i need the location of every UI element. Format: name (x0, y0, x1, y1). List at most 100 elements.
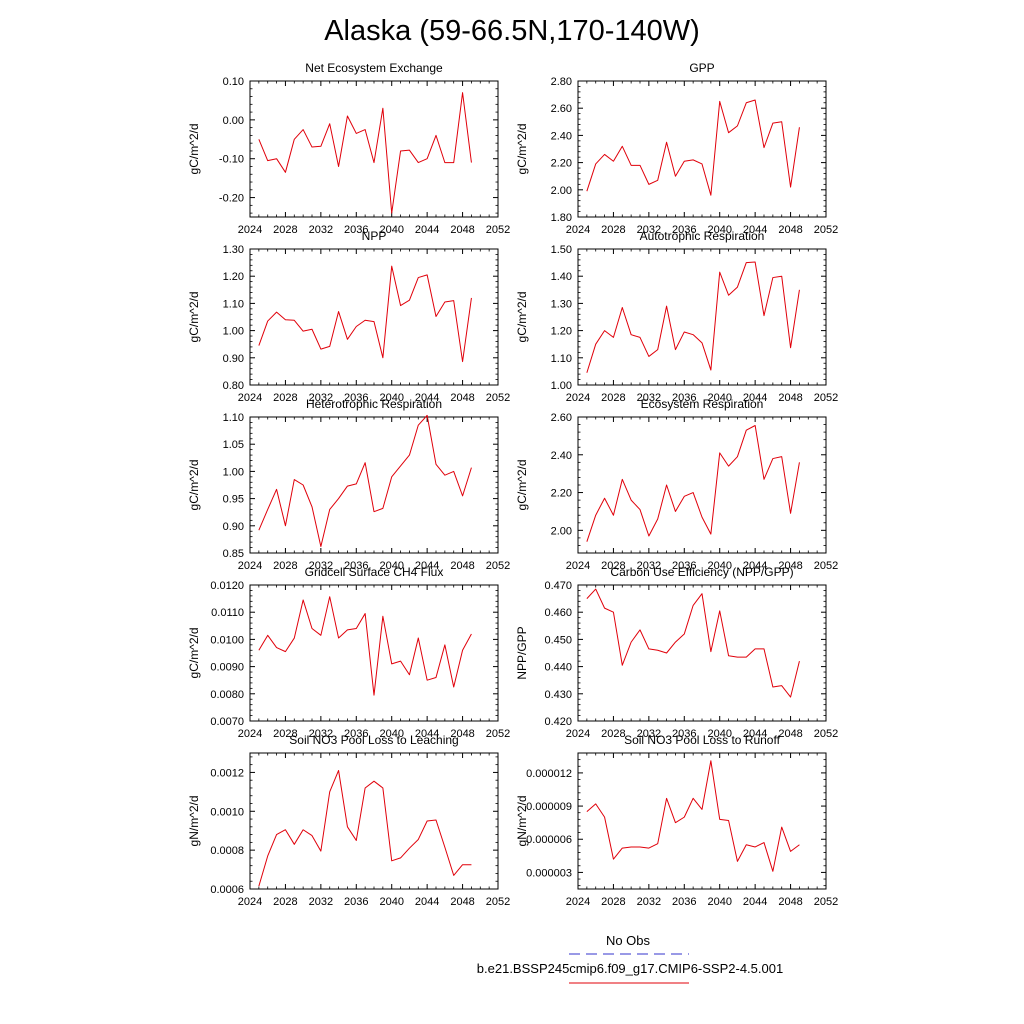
chart-panel-4: Autotrophic Respiration gC/m^2/d 2024 2028 2… (515, 229, 838, 404)
x-tick-label: 2040 (707, 560, 731, 572)
x-tick-label: 2044 (743, 728, 767, 740)
x-tick-label: 2052 (486, 728, 510, 740)
y-tick-label: 2.60 (551, 412, 572, 424)
x-tick-label: 2024 (238, 896, 262, 908)
plot-frame (249, 416, 499, 554)
series-line-1 (586, 99, 800, 196)
x-tick-label: 2040 (379, 896, 403, 908)
panel-grid: Net Ecosystem Exchange gC/m^2/d 2024 2028 20… (187, 61, 838, 908)
x-tick-label: 2040 (707, 224, 731, 236)
x-tick-label: 2032 (309, 896, 333, 908)
x-tick-label: 2036 (672, 392, 696, 404)
chart-panel-5: Heterotrophic Respiration gC/m^2/d 2024 202… (187, 397, 510, 572)
y-tick-label: 0.470 (544, 580, 572, 592)
y-axis-label: gC/m^2/d (187, 292, 201, 343)
y-tick-label: 1.00 (223, 466, 244, 478)
y-tick-label: 0.0100 (210, 634, 244, 646)
x-tick-label: 2032 (309, 224, 333, 236)
x-tick-label: 2048 (778, 896, 802, 908)
y-tick-label: 2.20 (551, 158, 572, 170)
chart-panel-6: Ecosystem Respiration gC/m^2/d 2024 2028 203… (515, 397, 838, 572)
y-tick-label: 0.420 (544, 716, 572, 728)
y-tick-label: 0.000012 (526, 768, 572, 780)
y-tick-label: 0.10 (223, 76, 244, 88)
series-line-1 (258, 596, 472, 696)
x-tick-label: 2052 (486, 896, 510, 908)
x-tick-label: 2024 (566, 392, 590, 404)
series-line-1 (586, 425, 800, 542)
plot-frame (249, 752, 499, 890)
x-tick-label: 2036 (672, 728, 696, 740)
x-tick-label: 2036 (344, 896, 368, 908)
y-tick-label: 1.80 (551, 212, 572, 224)
x-tick-label: 2024 (566, 560, 590, 572)
y-axis-label: gC/m^2/d (187, 124, 201, 175)
x-tick-label: 2032 (637, 896, 661, 908)
y-axis-label: gN/m^2/d (515, 796, 529, 847)
y-tick-label: 0.0012 (210, 767, 244, 779)
series-line-1 (586, 261, 800, 373)
legend: No Obs b.e21.BSSP245cmip6.f09_g17.CMIP6-… (477, 933, 783, 984)
y-tick-label: -0.20 (219, 193, 244, 205)
panel-title: Heterotrophic Respiration (306, 397, 442, 411)
y-tick-label: 0.80 (223, 380, 244, 392)
x-tick-label: 2048 (450, 560, 474, 572)
y-tick-label: 2.00 (551, 185, 572, 197)
x-tick-label: 2052 (814, 224, 838, 236)
chart-panel-3: NPP gC/m^2/d 2024 2028 2032 2036 2040 2044 2048 2… (187, 229, 510, 404)
x-tick-label: 2024 (566, 896, 590, 908)
y-tick-label: 0.0070 (210, 716, 244, 728)
y-tick-label: 2.20 (551, 488, 572, 500)
x-tick-label: 2040 (707, 392, 731, 404)
x-tick-label: 2048 (450, 392, 474, 404)
x-tick-label: 2036 (672, 560, 696, 572)
x-tick-label: 2032 (637, 728, 661, 740)
x-tick-label: 2040 (707, 728, 731, 740)
x-tick-label: 2044 (743, 560, 767, 572)
x-tick-label: 2052 (814, 560, 838, 572)
page-title: Alaska (59-66.5N,170-140W) (324, 15, 700, 47)
y-tick-label: 1.30 (223, 244, 244, 256)
y-tick-label: 0.000006 (526, 834, 572, 846)
y-tick-label: 1.00 (551, 380, 572, 392)
x-tick-label: 2048 (778, 224, 802, 236)
x-tick-label: 2040 (379, 728, 403, 740)
x-tick-label: 2032 (637, 224, 661, 236)
y-tick-label: 1.00 (223, 326, 244, 338)
x-tick-label: 2036 (344, 224, 368, 236)
series-line-1 (586, 760, 800, 872)
x-tick-label: 2024 (566, 224, 590, 236)
x-tick-label: 2040 (379, 224, 403, 236)
y-tick-label: 2.60 (551, 103, 572, 115)
panel-title: Gridcell Surface CH4 Flux (305, 565, 444, 579)
x-tick-label: 2028 (601, 560, 625, 572)
x-tick-label: 2036 (344, 560, 368, 572)
y-tick-label: 0.85 (223, 548, 244, 560)
y-axis-label: gC/m^2/d (515, 124, 529, 175)
x-tick-label: 2044 (415, 896, 439, 908)
x-tick-label: 2024 (238, 224, 262, 236)
plot-frame (249, 584, 499, 722)
x-tick-label: 2040 (379, 392, 403, 404)
x-tick-label: 2024 (238, 392, 262, 404)
y-tick-label: 1.30 (551, 298, 572, 310)
x-tick-label: 2032 (309, 728, 333, 740)
x-tick-label: 2028 (273, 728, 297, 740)
chart-panel-9: Soil NO3 Pool Loss to Leaching gN/m^2/d 20… (187, 733, 510, 908)
x-tick-label: 2048 (778, 392, 802, 404)
y-tick-label: 1.40 (551, 271, 572, 283)
x-tick-label: 2044 (743, 392, 767, 404)
y-tick-label: 0.90 (223, 353, 244, 365)
series-line-1 (258, 769, 472, 887)
series-line-1 (258, 414, 472, 547)
y-axis-label: gN/m^2/d (187, 796, 201, 847)
chart-panel-10: Soil NO3 Pool Loss to Runoff gN/m^2/d 2024… (515, 733, 838, 908)
x-tick-label: 2048 (450, 224, 474, 236)
y-tick-label: 1.05 (223, 439, 244, 451)
x-tick-label: 2036 (344, 392, 368, 404)
y-tick-label: 0.90 (223, 521, 244, 533)
panel-title: Net Ecosystem Exchange (305, 61, 443, 75)
x-tick-label: 2028 (601, 896, 625, 908)
plot-frame (577, 752, 827, 890)
x-tick-label: 2028 (273, 392, 297, 404)
